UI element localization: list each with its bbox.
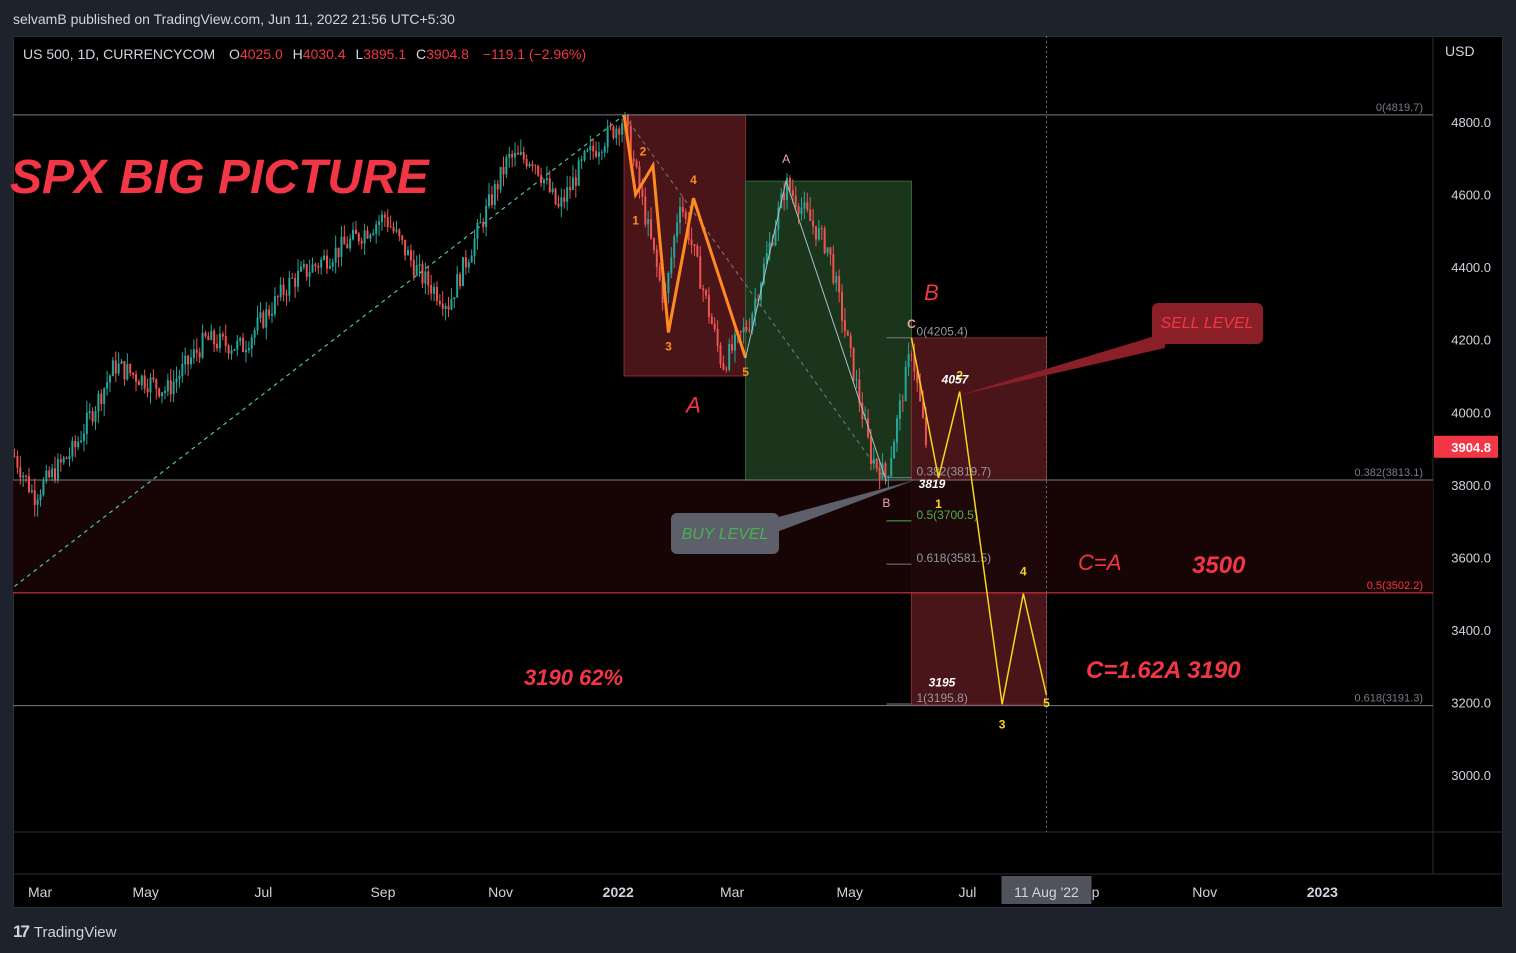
y-tick-label: 3800.0 bbox=[1451, 478, 1491, 493]
ohlc-change: −119.1 (−2.96%) bbox=[483, 46, 586, 62]
wave-c-sub-label: 5 bbox=[1043, 696, 1050, 710]
x-tick-label: Nov bbox=[1192, 884, 1217, 900]
cursor-date-badge bbox=[1001, 876, 1092, 904]
fib-level-label: 0.5(3502.2) bbox=[1367, 580, 1423, 592]
sell-callout-pointer bbox=[960, 333, 1165, 395]
wave-b-sub-label-b: B bbox=[882, 496, 890, 510]
sell-callout-box bbox=[1152, 303, 1263, 344]
inner-fib-label: 0.618(3581.5) bbox=[916, 551, 991, 565]
x-tick-label: Sep bbox=[370, 884, 395, 900]
fib-level-label: 0.382(3813.1) bbox=[1355, 467, 1424, 479]
wave-c-sub-label: 2 bbox=[956, 369, 963, 383]
currency-label: USD bbox=[1445, 43, 1475, 59]
buy-callout-box bbox=[671, 513, 779, 554]
top-bar: selvamB published on TradingView.com, Ju… bbox=[0, 0, 1516, 36]
x-tick-label: 2023 bbox=[1307, 884, 1338, 900]
left-3190-note: 3190 62% bbox=[524, 665, 623, 690]
last-price-label: 3904.8 bbox=[1451, 440, 1491, 455]
wave-a-sub-label: 1 bbox=[632, 214, 639, 228]
wave-b-line bbox=[745, 179, 887, 482]
wave-b-box bbox=[745, 180, 912, 482]
fib-level-label: 0.618(3191.3) bbox=[1355, 693, 1424, 705]
y-tick-label: 4600.0 bbox=[1451, 188, 1491, 203]
ohlc-high: 4030.4 bbox=[303, 46, 346, 62]
c-equals-a-note: C=A bbox=[1078, 550, 1121, 575]
x-tick-label: Nov bbox=[488, 884, 513, 900]
wave-a-sub-label: 2 bbox=[640, 145, 647, 159]
brand-label: TradingView bbox=[33, 923, 117, 941]
footer[interactable]: 17 TradingView bbox=[13, 921, 116, 943]
y-tick-label: 4800.0 bbox=[1451, 115, 1491, 130]
ohlc-low: 3895.1 bbox=[363, 46, 406, 62]
symbol-name: US 500, 1D, CURRENCYCOM bbox=[23, 46, 215, 62]
y-tick-label: 3400.0 bbox=[1451, 623, 1491, 638]
wave-c-sub-label: 1 bbox=[935, 497, 942, 511]
y-tick-label: 3200.0 bbox=[1451, 696, 1491, 711]
y-tick-label: 3600.0 bbox=[1451, 550, 1491, 565]
buy-callout-pointer bbox=[760, 480, 915, 536]
x-tick-label: Mar bbox=[720, 884, 744, 900]
wave-a-sub-label: 3 bbox=[665, 339, 672, 353]
wave-b-sub-label-a: A bbox=[782, 152, 790, 166]
y-tick-label: 3000.0 bbox=[1451, 768, 1491, 783]
price-note-3195: 3195 bbox=[929, 675, 956, 689]
trend-line bbox=[14, 114, 625, 587]
x-tick-label: May bbox=[837, 884, 863, 900]
tradingview-logo-icon: 17 bbox=[13, 922, 30, 941]
price-note-3819: 3819 bbox=[919, 477, 946, 491]
wave-c-sub-label: 3 bbox=[999, 717, 1006, 731]
inner-fib-label: 0.5(3700.5) bbox=[916, 508, 977, 522]
wave-a-line bbox=[622, 114, 747, 359]
y-tick-label: 4400.0 bbox=[1451, 260, 1491, 275]
c-162a-note: C=1.62A 3190 bbox=[1086, 657, 1241, 684]
x-tick-label: 2022 bbox=[603, 884, 634, 900]
wave-a-sub-label: 4 bbox=[690, 173, 697, 187]
ohlc-close: 3904.8 bbox=[426, 46, 469, 62]
wave-big-b-label: B bbox=[924, 280, 939, 305]
ohlc-open: 4025.0 bbox=[240, 46, 283, 62]
inner-fib-label: 1(3195.8) bbox=[916, 691, 967, 705]
wave-c-sub-label: C bbox=[907, 317, 916, 331]
y-tick-label: 4000.0 bbox=[1451, 405, 1491, 420]
x-tick-label: May bbox=[132, 884, 158, 900]
inner-fib-label: 0.382(3819.7) bbox=[916, 465, 991, 479]
wave-a-label: A bbox=[684, 392, 701, 417]
cursor-date-label: 11 Aug '22 bbox=[1014, 884, 1079, 900]
x-tick-label: Jul bbox=[958, 884, 976, 900]
wave-c-sub-label: 4 bbox=[1020, 565, 1027, 579]
inner-fib-label: 0(4205.4) bbox=[916, 325, 967, 339]
symbol-line: US 500, 1D, CURRENCYCOM O4025.0 H4030.4 … bbox=[23, 46, 586, 62]
wave-a-sub-label: 5 bbox=[742, 365, 749, 379]
buy-level-label: BUY LEVEL bbox=[682, 526, 769, 543]
y-tick-label: 4200.0 bbox=[1451, 333, 1491, 348]
publisher-line: selvamB published on TradingView.com, Ju… bbox=[13, 11, 455, 27]
target-3500-note: 3500 bbox=[1192, 552, 1246, 579]
wave-c-line bbox=[910, 337, 1048, 705]
x-tick-label: Jul bbox=[254, 884, 272, 900]
candles-group bbox=[13, 111, 927, 517]
chart-title: SPX BIG PICTURE bbox=[10, 151, 431, 204]
x-tick-label: Mar bbox=[28, 884, 52, 900]
last-price-badge bbox=[1434, 435, 1498, 458]
sell-level-label: SELL LEVEL bbox=[1160, 315, 1253, 332]
price-note-4057: 4057 bbox=[941, 373, 970, 387]
fib-level-label: 0(4819.7) bbox=[1376, 102, 1423, 114]
